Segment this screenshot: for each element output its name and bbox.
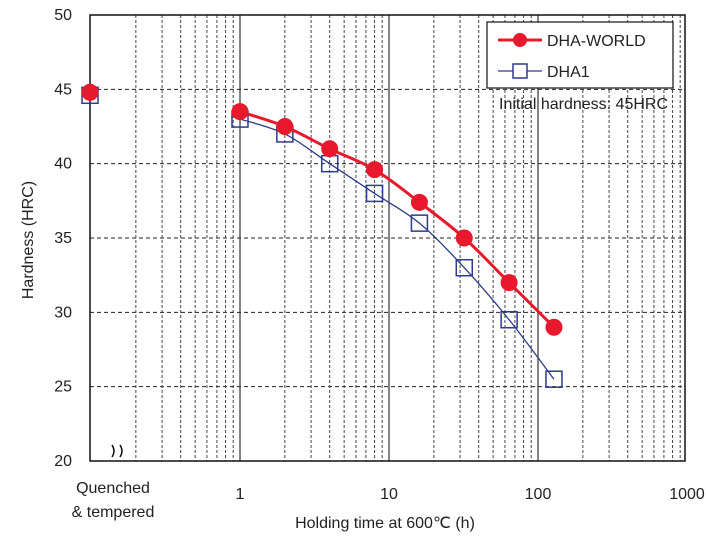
legend-label: DHA1 bbox=[547, 64, 590, 81]
x-tick-label-quenched: Quenched bbox=[76, 480, 150, 497]
y-tick-label: 30 bbox=[54, 304, 72, 321]
grid bbox=[90, 15, 685, 461]
data-point bbox=[545, 318, 563, 336]
data-point bbox=[81, 83, 99, 101]
legend-label: DHA-WORLD bbox=[547, 33, 646, 50]
annotation-initial-hardness: Initial hardness: 45HRC bbox=[499, 96, 668, 113]
data-point bbox=[365, 184, 384, 203]
legend-entry: DHA-WORLD bbox=[498, 33, 646, 50]
axis-break-mark bbox=[111, 444, 123, 458]
x-tick-label: 1000 bbox=[669, 486, 705, 503]
series-line bbox=[239, 118, 555, 380]
data-point bbox=[276, 118, 294, 135]
legend: DHA-WORLD DHA1 bbox=[486, 21, 674, 89]
y-tick-label: 35 bbox=[54, 230, 72, 247]
series-line bbox=[239, 110, 556, 329]
data-point bbox=[321, 140, 339, 158]
y-tick-label: 45 bbox=[54, 81, 72, 98]
y-tick-labels: 20 25 30 35 40 45 50 bbox=[54, 7, 72, 470]
y-tick-label: 20 bbox=[54, 453, 72, 470]
y-axis-title: Hardness (HRC) bbox=[20, 181, 37, 299]
data-point bbox=[500, 311, 518, 329]
data-point bbox=[410, 214, 429, 232]
data-point bbox=[500, 274, 518, 292]
break-squiggle bbox=[111, 444, 123, 458]
x-tick-label: 1 bbox=[236, 486, 245, 503]
legend-marker bbox=[513, 33, 527, 47]
y-tick-label: 25 bbox=[54, 379, 72, 396]
data-point bbox=[366, 161, 384, 179]
y-tick-label: 50 bbox=[54, 7, 72, 24]
series-dha-world bbox=[81, 83, 563, 336]
legend-entry: DHA1 bbox=[498, 63, 590, 81]
x-axis-title: Holding time at 600℃ (h) bbox=[295, 515, 475, 532]
x-tick-labels: 1 10 100 1000 Quenched & tempered bbox=[72, 480, 705, 521]
data-point bbox=[410, 193, 428, 211]
x-tick-label: 10 bbox=[380, 486, 398, 503]
data-point bbox=[455, 258, 474, 277]
y-tick-label: 40 bbox=[54, 156, 72, 173]
data-point bbox=[455, 229, 473, 247]
legend-marker bbox=[512, 63, 528, 79]
series-dha1 bbox=[81, 86, 563, 388]
data-point bbox=[545, 370, 563, 388]
plot-frame bbox=[89, 14, 686, 462]
x-tick-label-quenched: & tempered bbox=[72, 504, 155, 521]
data-point bbox=[231, 103, 249, 121]
series bbox=[81, 83, 563, 388]
x-tick-label: 100 bbox=[525, 486, 552, 503]
